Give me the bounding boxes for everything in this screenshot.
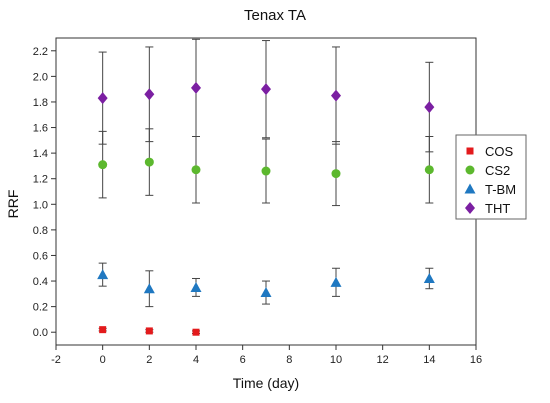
legend-label-cs2: CS2	[485, 163, 510, 178]
x-tick-label: 2	[146, 354, 152, 366]
tht-point	[144, 88, 155, 101]
legend-label-cos: COS	[485, 144, 514, 159]
cos-point	[145, 327, 153, 335]
x-tick-label: 8	[286, 354, 292, 366]
y-tick-label: 0.0	[33, 327, 48, 339]
cs2-point	[424, 165, 434, 175]
y-tick-label: 1.0	[33, 199, 48, 211]
y-tick-label: 1.6	[33, 123, 48, 135]
cs2-point	[261, 166, 271, 176]
legend-marker-tht	[465, 202, 475, 214]
y-tick-label: 2.2	[33, 46, 48, 58]
x-tick-label: 10	[330, 354, 342, 366]
legend-label-t-bm: T-BM	[485, 182, 516, 197]
t-bm-point	[143, 283, 155, 294]
cos-point	[99, 326, 107, 334]
cos-point	[192, 328, 200, 336]
cs2-point	[144, 157, 154, 167]
x-tick-label: -2	[51, 354, 61, 366]
tht-point	[261, 83, 271, 96]
x-tick-label: 16	[470, 354, 482, 366]
tht-point	[424, 101, 435, 114]
t-bm-point	[97, 269, 109, 280]
y-tick-label: 1.8	[33, 97, 48, 109]
data-points	[97, 81, 435, 336]
x-tick-label: 4	[193, 354, 199, 366]
y-tick-label: 0.4	[33, 276, 48, 288]
tht-point	[331, 89, 341, 102]
chart-title: Tenax TA	[244, 7, 306, 24]
t-bm-point	[260, 287, 272, 298]
y-tick-label: 1.2	[33, 174, 48, 186]
tht-point	[191, 81, 201, 94]
y-axis-title: RRF	[5, 190, 21, 219]
legend-marker-cos	[466, 147, 474, 155]
axes: -2 0 2 4 6 8 10 12 14 16 0.0 0.2 0.4 0.6 0.8 1.0 1.2 1.4 1…	[33, 46, 482, 366]
y-tick-label: 0.2	[33, 302, 48, 314]
t-bm-point	[190, 281, 202, 292]
legend-label-tht: THT	[485, 201, 510, 216]
x-tick-label: 0	[100, 354, 106, 366]
legend: COS CS2 T-BM THT	[455, 134, 527, 220]
x-axis-title: Time (day)	[233, 375, 299, 391]
legend-marker-t-bm	[464, 183, 476, 194]
x-tick-label: 12	[377, 354, 389, 366]
legend-marker-cs2	[465, 165, 475, 175]
y-tick-label: 2.0	[33, 71, 48, 83]
cs2-point	[191, 165, 201, 175]
y-tick-label: 1.4	[33, 148, 48, 160]
tht-point	[97, 92, 108, 105]
t-bm-point	[330, 276, 342, 287]
cs2-point	[331, 169, 341, 179]
y-tick-label: 0.8	[33, 225, 48, 237]
cs2-point	[98, 160, 108, 170]
t-bm-point	[423, 272, 435, 283]
x-tick-label: 6	[240, 354, 246, 366]
y-tick-label: 0.6	[33, 250, 48, 262]
x-tick-label: 14	[423, 354, 435, 366]
